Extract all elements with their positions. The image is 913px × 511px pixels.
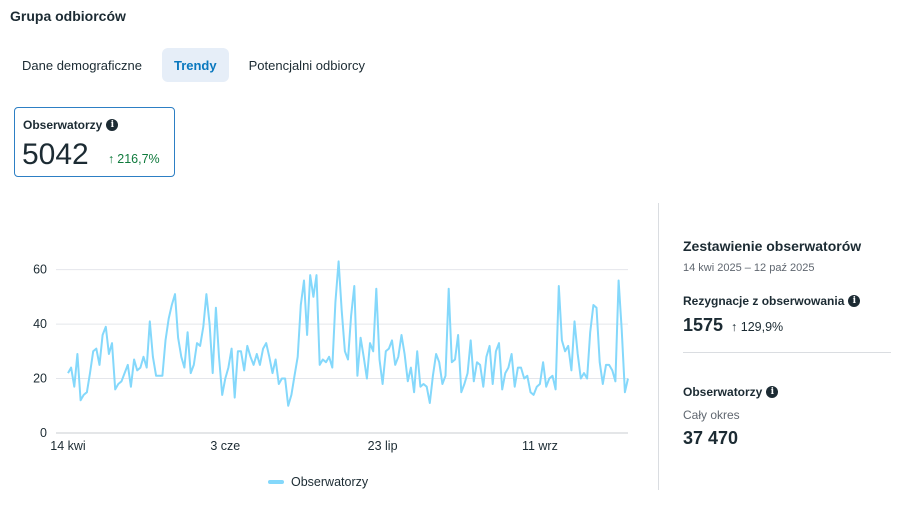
x-tick-label: 11 wrz — [522, 439, 558, 453]
followers-total: 37 470 — [683, 428, 739, 448]
y-tick-label: 20 — [33, 372, 47, 386]
followers-summary-panel: Zestawienie obserwatorów 14 kwi 2025 – 1… — [683, 238, 893, 449]
x-tick-label: 3 cze — [210, 439, 240, 453]
unfollows-label-row: Rezygnacje z obserwowania i — [683, 294, 893, 308]
tab-potential-audience[interactable]: Potencjalni odbiorcy — [248, 57, 365, 73]
summary-date-range: 14 kwi 2025 – 12 paź 2025 — [683, 262, 815, 274]
arrow-up-icon: ↑ — [731, 320, 738, 334]
unfollows-delta: ↑ 129,9% — [731, 320, 783, 334]
section-title: Grupa odbiorców — [10, 8, 126, 24]
legend-label: Obserwatorzy — [291, 475, 369, 489]
metric-label-row: Obserwatorzy i — [23, 118, 119, 132]
followers-label: Obserwatorzy — [683, 385, 763, 399]
x-tick-label: 14 kwi — [50, 439, 85, 453]
y-tick-label: 40 — [33, 317, 47, 331]
followers-period: Cały okres — [683, 408, 740, 422]
arrow-up-icon: ↑ — [108, 152, 115, 166]
followers-chart: 0 20 40 60 14 kwi 3 cze 23 lip 11 wrz Obserwator… — [0, 230, 640, 500]
audience-tabs: Dane demograficzne Trendy Potencjalni od… — [10, 48, 377, 82]
series-line-followers — [67, 260, 629, 407]
tab-demographics[interactable]: Dane demograficzne — [22, 57, 142, 73]
summary-title: Zestawienie obserwatorów — [683, 238, 862, 254]
x-tick-label: 23 lip — [368, 439, 398, 453]
info-icon[interactable]: i — [106, 119, 119, 131]
followers-line-chart: 0 20 40 60 14 kwi 3 cze 23 lip 11 wrz Obserwator… — [33, 260, 629, 489]
vertical-divider — [658, 203, 659, 490]
unfollows-label: Rezygnacje z obserwowania — [683, 294, 845, 308]
info-icon[interactable]: i — [848, 295, 861, 307]
y-tick-label: 0 — [40, 426, 47, 440]
metric-value: 5042 — [22, 138, 89, 171]
followers-metric-card[interactable]: Obserwatorzy i 5042 ↑ 216,7% — [14, 107, 175, 177]
horizontal-divider — [683, 352, 891, 353]
info-icon[interactable]: i — [766, 386, 779, 398]
metric-delta-value: 216,7% — [117, 152, 160, 166]
legend-swatch — [268, 480, 284, 484]
metric-delta: ↑ 216,7% — [108, 152, 160, 166]
metric-label: Obserwatorzy — [23, 118, 103, 132]
unfollows-value-row: 1575 ↑ 129,9% — [683, 315, 893, 336]
followers-label-row: Obserwatorzy i — [683, 385, 893, 399]
tab-trends[interactable]: Trendy — [161, 48, 229, 82]
unfollows-delta-value: 129,9% — [740, 320, 784, 334]
y-tick-label: 60 — [33, 263, 47, 277]
unfollows-value: 1575 — [683, 315, 724, 335]
